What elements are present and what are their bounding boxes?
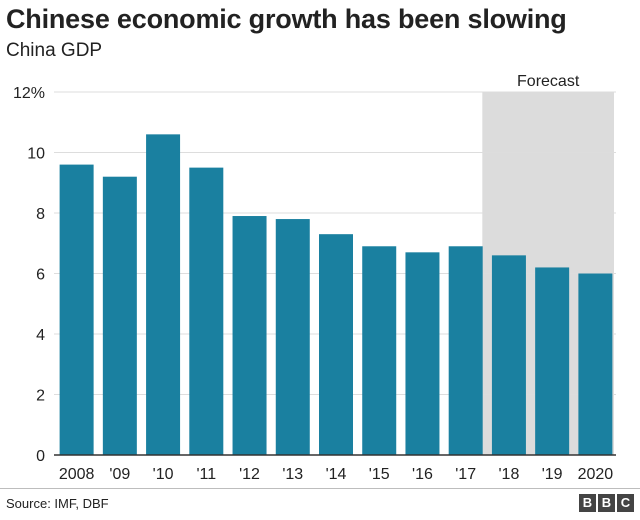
bar (535, 267, 570, 455)
y-tick-label: 10 (27, 146, 45, 163)
bar (405, 252, 440, 455)
y-tick-label: 8 (36, 206, 45, 223)
bar (59, 164, 94, 455)
x-tick-label: '13 (282, 466, 303, 483)
y-tick-label: 6 (36, 267, 45, 284)
chart-title: Chinese economic growth has been slowing (6, 4, 567, 34)
bar (448, 246, 483, 455)
bar (491, 255, 526, 455)
bar (232, 216, 267, 455)
bar-chart: Forecast 0 2 4 6 8 10 12% 2008 '09 '10 '11 '12 '13 '14… (13, 73, 616, 483)
x-tick-label: '10 (153, 466, 174, 483)
y-tick-label: 0 (36, 448, 45, 465)
source-note: Source: IMF, DBF (6, 496, 109, 511)
x-tick-label: '12 (239, 466, 260, 483)
x-tick-label: '11 (196, 466, 216, 483)
x-tick-label: '09 (109, 466, 130, 483)
bar (362, 246, 397, 455)
y-tick-label: 12% (13, 85, 45, 102)
forecast-label: Forecast (517, 73, 580, 90)
x-tick-label: '16 (412, 466, 433, 483)
x-tick-label: '17 (455, 466, 476, 483)
y-tick-label: 2 (36, 388, 45, 405)
x-tick-label: '14 (326, 466, 347, 483)
bar (578, 273, 613, 455)
bbc-logo: B B C (579, 494, 634, 512)
footer-divider (0, 488, 640, 489)
chart-subtitle: China GDP (6, 40, 103, 61)
logo-letter: B (579, 494, 596, 512)
x-tick-label: '15 (369, 466, 390, 483)
x-tick-label: '19 (542, 466, 563, 483)
x-tick-label: 2020 (578, 466, 614, 483)
bar (189, 167, 224, 455)
logo-letter: C (617, 494, 634, 512)
bar (146, 134, 181, 455)
x-tick-label: '18 (498, 466, 519, 483)
bar (319, 234, 353, 455)
y-tick-label: 4 (36, 327, 45, 344)
logo-letter: B (598, 494, 615, 512)
bar (275, 219, 310, 455)
x-tick-label: 2008 (59, 466, 95, 483)
bar (102, 176, 137, 455)
